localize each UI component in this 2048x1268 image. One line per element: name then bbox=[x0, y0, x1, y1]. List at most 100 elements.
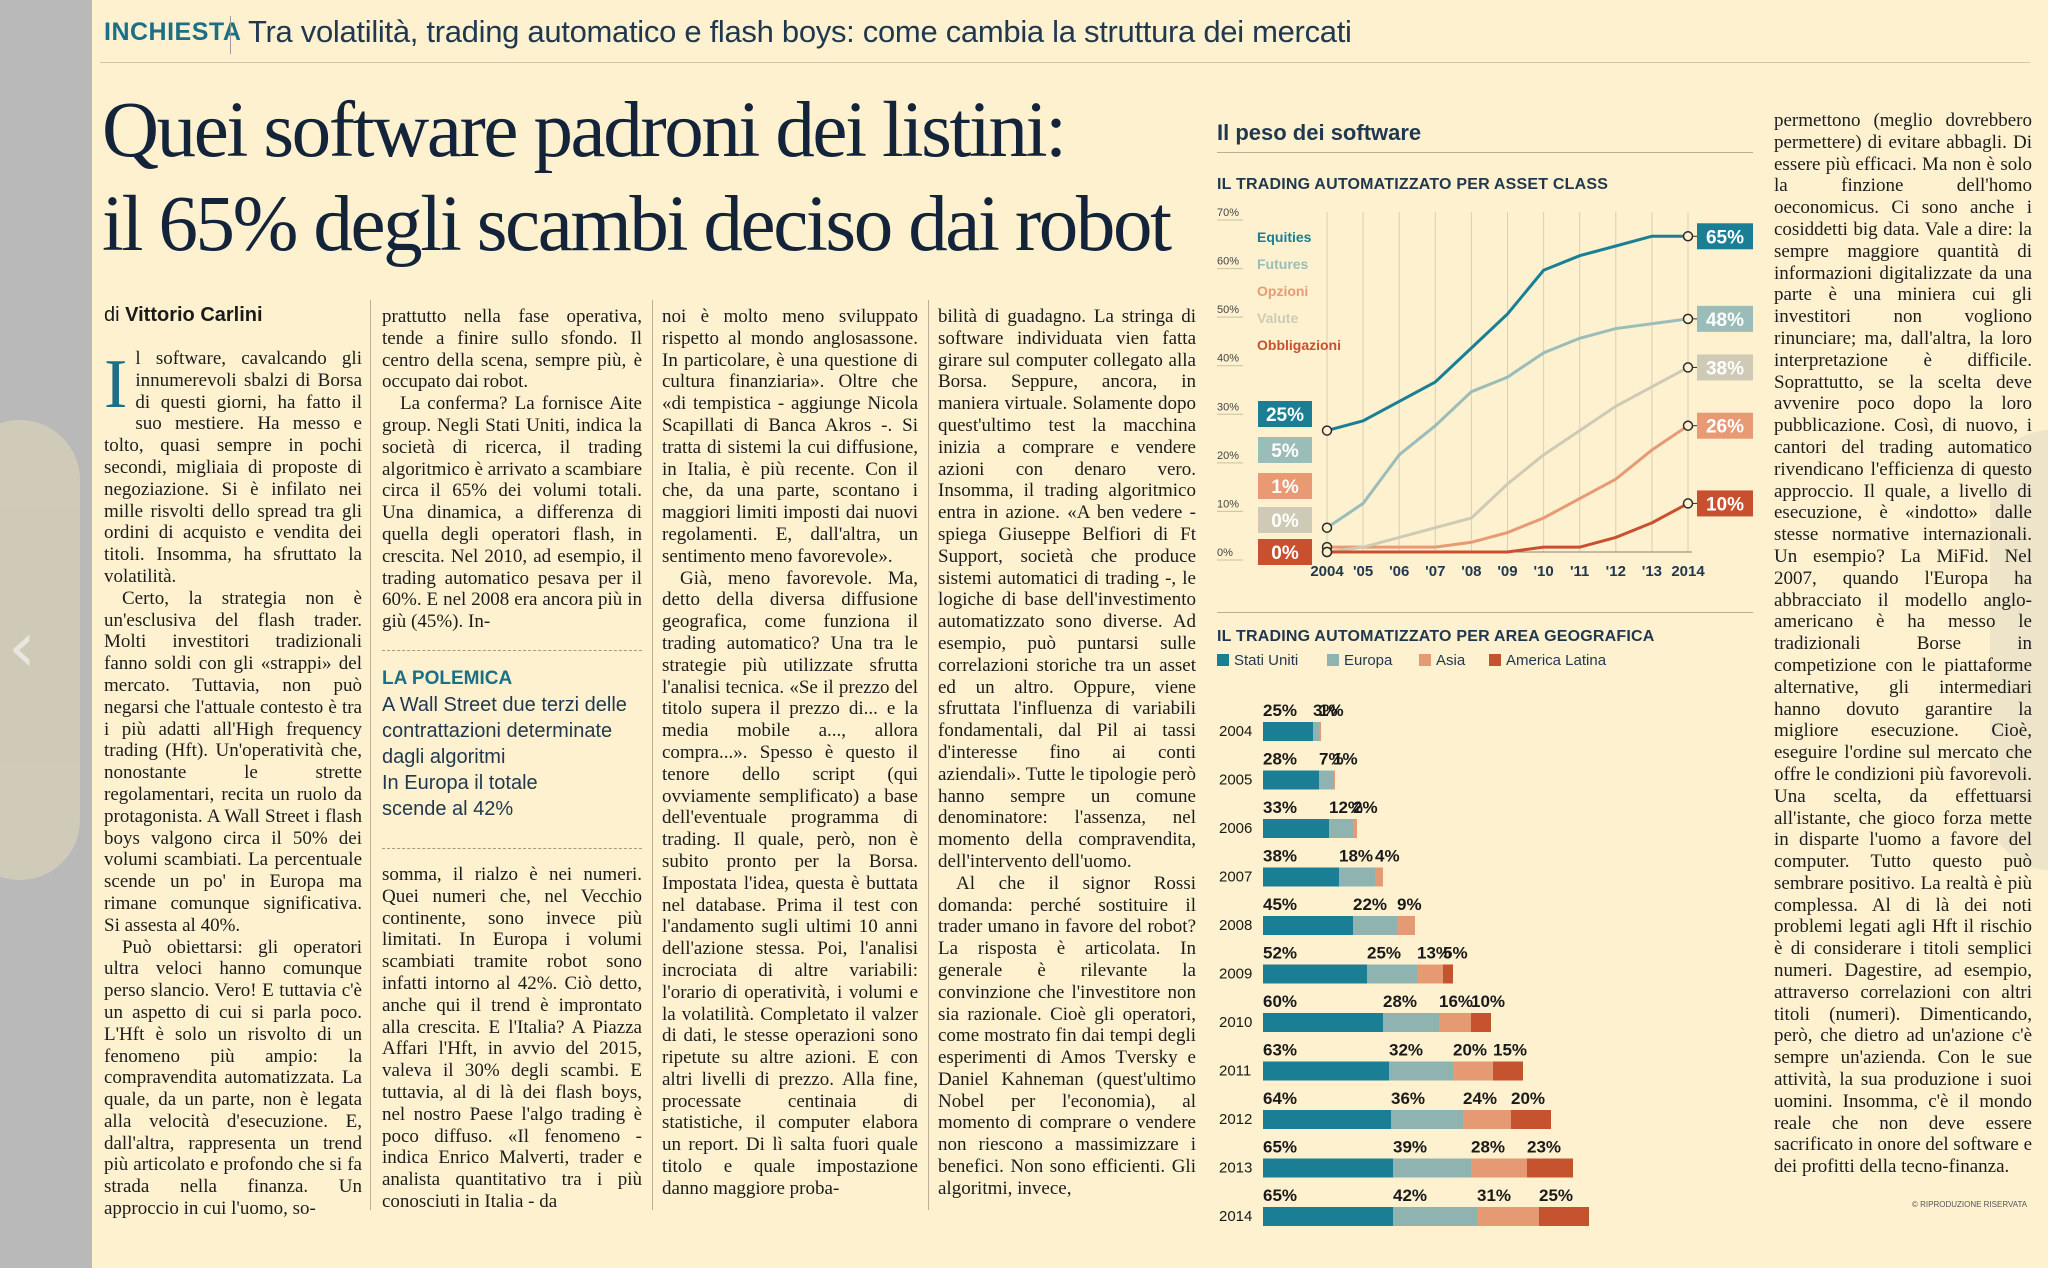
bar-value-label: 10% bbox=[1471, 992, 1505, 1011]
bar-value-label: 28% bbox=[1471, 1138, 1505, 1157]
bar-segment bbox=[1329, 819, 1353, 838]
column-separator bbox=[652, 300, 653, 1210]
category-label: 2004 bbox=[1219, 723, 1252, 740]
article-column-5: permettono (meglio dovrebbero permettere… bbox=[1774, 110, 2032, 1178]
bar-segment bbox=[1263, 964, 1367, 984]
bar-segment bbox=[1339, 867, 1375, 887]
author: Vittorio Carlini bbox=[125, 304, 263, 326]
headline-line-1: Quei software padroni dei listini: bbox=[102, 87, 1067, 174]
bar-value-label: 28% bbox=[1383, 992, 1417, 1011]
paragraph: bilità di guadagno. La stringa di softwa… bbox=[938, 306, 1196, 872]
x-tick-label: '13 bbox=[1642, 563, 1662, 580]
box-rule-bottom bbox=[382, 848, 642, 849]
x-tick-label: '12 bbox=[1606, 563, 1626, 580]
bar-value-label: 25% bbox=[1539, 1186, 1573, 1205]
bar-segment bbox=[1463, 1110, 1511, 1129]
bar-segment bbox=[1263, 1158, 1393, 1178]
paragraph: Certo, la strategia non è un'esclusiva d… bbox=[104, 587, 362, 936]
line-chart: 70% 60% 50% 40% 30% 20% 10% 0% 2004 '05 '06 '07 '08 '… bbox=[1217, 207, 1753, 580]
y-tick-label: 70% bbox=[1217, 207, 1239, 219]
legend-item: Valute bbox=[1257, 310, 1298, 326]
x-tick-label: '10 bbox=[1533, 563, 1553, 580]
category-label: 2005 bbox=[1219, 772, 1252, 789]
paragraph: prattutto nella fase operativa, tende a … bbox=[382, 306, 642, 393]
sidebar-box-line: A Wall Street due terzi delle bbox=[382, 694, 627, 716]
bar-value-label: 23% bbox=[1527, 1138, 1561, 1157]
headline-line-2: il 65% degli scambi deciso dai robot bbox=[102, 181, 1172, 268]
bar-value-label: 42% bbox=[1393, 1186, 1427, 1205]
next-page-button[interactable] bbox=[1990, 430, 2048, 870]
bar-value-label: 65% bbox=[1263, 1186, 1297, 1205]
bar-value-label: 15% bbox=[1493, 1041, 1527, 1060]
bar-value-label: 22% bbox=[1353, 895, 1387, 914]
bar-value-label: 20% bbox=[1453, 1041, 1487, 1060]
start-value-label: 0% bbox=[1271, 543, 1299, 564]
x-tick-label: 2004 bbox=[1310, 563, 1344, 580]
y-tick-label: 0% bbox=[1217, 547, 1233, 559]
legend-item: Futures bbox=[1257, 256, 1309, 272]
category-label: 2008 bbox=[1219, 917, 1252, 934]
bar-segment bbox=[1393, 1158, 1471, 1178]
bar-value-label: 20% bbox=[1511, 1089, 1545, 1108]
bar-value-label: 25% bbox=[1263, 701, 1297, 720]
section-kicker: INCHIESTA bbox=[104, 18, 242, 46]
y-tick-label: 10% bbox=[1217, 498, 1239, 510]
legend-swatch bbox=[1327, 654, 1339, 666]
bar-segment bbox=[1263, 1061, 1389, 1081]
end-label-box bbox=[1697, 305, 1753, 332]
bar-value-label: 28% bbox=[1263, 750, 1297, 769]
start-value-label: 5% bbox=[1271, 441, 1299, 462]
y-tick-label: 50% bbox=[1217, 304, 1239, 316]
bar-value-label: 16% bbox=[1439, 992, 1473, 1011]
start-label-box bbox=[1258, 401, 1312, 427]
bar-segment bbox=[1477, 1207, 1539, 1226]
bar-value-label: 24% bbox=[1463, 1089, 1497, 1108]
sidebar-box-line: contrattazioni determinate bbox=[382, 720, 613, 742]
bar-value-label: 4% bbox=[1375, 847, 1400, 866]
bar-value-label: 31% bbox=[1477, 1186, 1511, 1205]
bar-segment bbox=[1527, 1158, 1573, 1178]
headline: Quei software padroni dei listini: il 65… bbox=[102, 84, 1222, 272]
bar-value-label: 33% bbox=[1263, 798, 1297, 817]
y-tick-label: 60% bbox=[1217, 256, 1239, 268]
copyright-note: © RIPRODUZIONE RISERVATA bbox=[1912, 1200, 2028, 1209]
bar-segment bbox=[1313, 722, 1319, 741]
x-tick-label: '05 bbox=[1353, 563, 1373, 580]
prev-page-button[interactable]: ‹ bbox=[0, 420, 80, 880]
drop-cap: I bbox=[104, 346, 128, 423]
bar-segment bbox=[1353, 916, 1397, 935]
category-label: 2010 bbox=[1219, 1014, 1252, 1031]
bar-segment bbox=[1471, 1013, 1491, 1032]
series-end-marker bbox=[1682, 420, 1694, 431]
byline: di Vittorio Carlini bbox=[104, 304, 263, 327]
bar-value-label: 3% bbox=[1313, 701, 1338, 720]
start-label-box bbox=[1258, 539, 1312, 565]
paragraph: Può obiettarsi: gli operatori ultra velo… bbox=[104, 936, 362, 1220]
series-end-marker bbox=[1682, 362, 1694, 373]
start-value-label: 0% bbox=[1271, 511, 1299, 532]
bar-segment bbox=[1375, 867, 1383, 887]
bar-value-label: 25% bbox=[1367, 944, 1401, 963]
start-label-box bbox=[1258, 473, 1312, 499]
series-start-marker bbox=[1321, 546, 1333, 558]
legend-swatch bbox=[1489, 654, 1501, 666]
sidebar-box-line: scende al 42% bbox=[382, 798, 514, 820]
bar-segment bbox=[1319, 770, 1333, 790]
bar-value-label: 36% bbox=[1391, 1089, 1425, 1108]
paragraph: Al che il signor Rossi domanda: perché s… bbox=[938, 872, 1196, 1199]
legend-swatch bbox=[1419, 654, 1431, 666]
category-label: 2009 bbox=[1219, 966, 1252, 983]
bar-segment bbox=[1263, 819, 1329, 838]
end-label-box bbox=[1697, 223, 1753, 250]
page-background bbox=[92, 0, 2048, 1268]
series-line-opzioni bbox=[1327, 424, 1689, 549]
legend-swatch bbox=[1217, 654, 1229, 666]
bar-value-label: 32% bbox=[1389, 1041, 1423, 1060]
chart-box-rule bbox=[1217, 152, 1753, 153]
bar-value-label: 45% bbox=[1263, 895, 1297, 914]
series-start-marker bbox=[1321, 522, 1333, 533]
series-line-obbligazioni bbox=[1327, 502, 1689, 554]
end-value-label: 48% bbox=[1706, 310, 1744, 331]
